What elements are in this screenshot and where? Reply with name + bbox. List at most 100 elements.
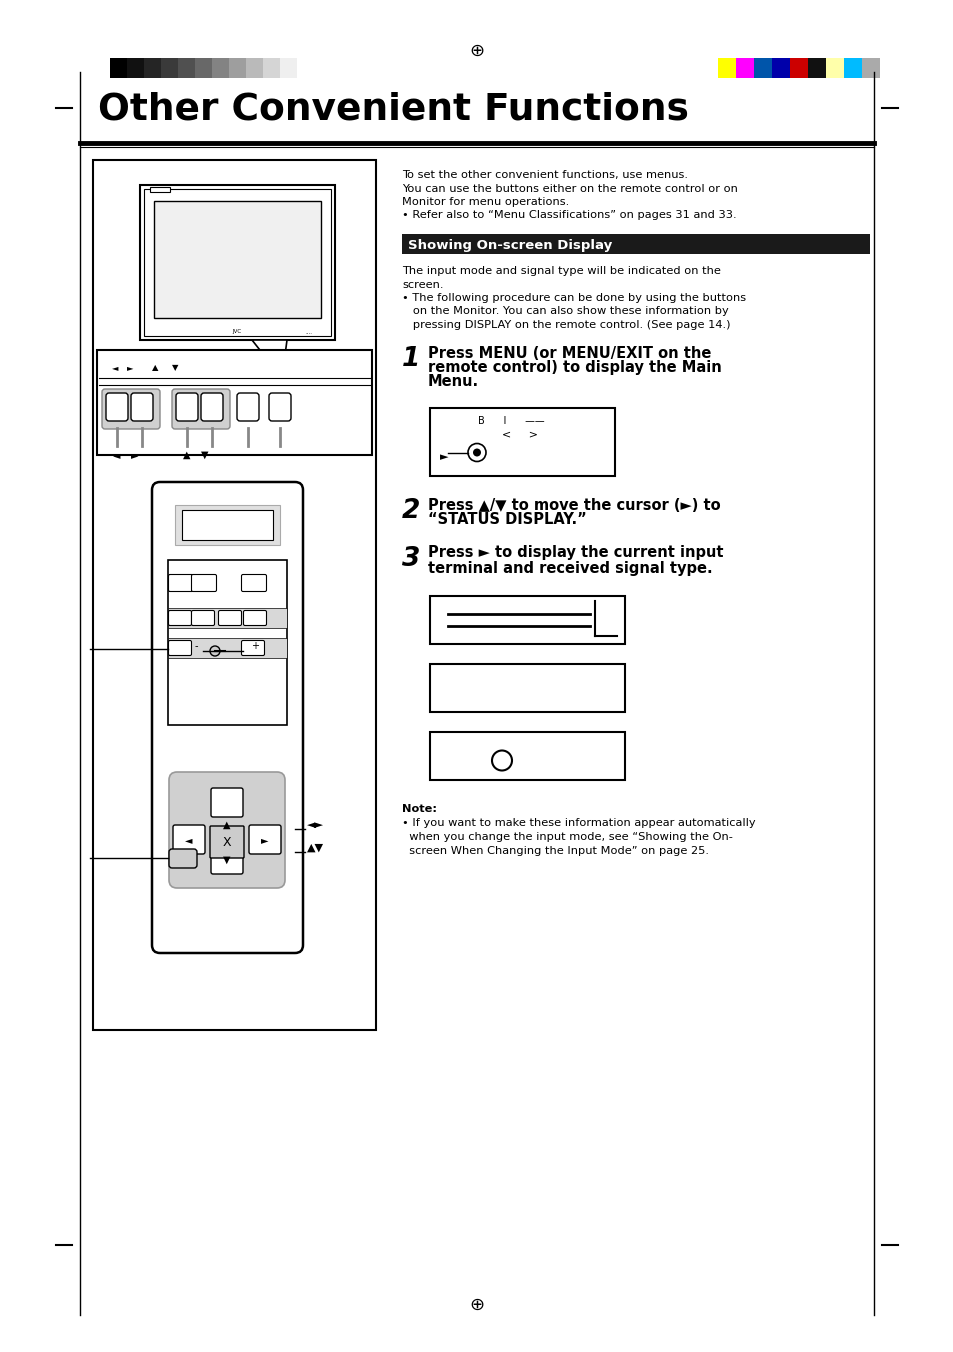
- Bar: [229, 58, 246, 78]
- FancyBboxPatch shape: [210, 826, 244, 859]
- Text: ◄: ◄: [185, 836, 193, 845]
- FancyBboxPatch shape: [106, 393, 128, 420]
- FancyBboxPatch shape: [192, 575, 216, 592]
- Text: ▲: ▲: [152, 364, 158, 373]
- Bar: [430, 407, 615, 476]
- FancyBboxPatch shape: [169, 641, 192, 656]
- FancyBboxPatch shape: [169, 575, 193, 592]
- Bar: [263, 58, 280, 78]
- Text: Note:: Note:: [401, 804, 436, 814]
- Text: 1: 1: [401, 346, 420, 372]
- FancyBboxPatch shape: [131, 393, 152, 420]
- Text: ▲▼: ▲▼: [307, 844, 324, 853]
- FancyBboxPatch shape: [241, 641, 264, 656]
- Text: -: -: [194, 641, 198, 652]
- FancyBboxPatch shape: [172, 389, 230, 429]
- Text: X: X: [222, 836, 231, 849]
- Text: The input mode and signal type will be indicated on the: The input mode and signal type will be i…: [401, 266, 720, 276]
- Text: ▼: ▼: [223, 854, 231, 865]
- Text: ►: ►: [439, 453, 448, 462]
- FancyBboxPatch shape: [169, 772, 285, 888]
- FancyBboxPatch shape: [241, 575, 266, 592]
- Text: ▼: ▼: [201, 450, 209, 460]
- FancyBboxPatch shape: [192, 611, 214, 626]
- Text: Press MENU (or MENU/EXIT on the: Press MENU (or MENU/EXIT on the: [428, 346, 711, 361]
- Text: ◄: ◄: [112, 364, 118, 373]
- Bar: [718, 58, 735, 78]
- Text: • Refer also to “Menu Classifications” on pages 31 and 33.: • Refer also to “Menu Classifications” o…: [401, 211, 736, 220]
- Text: ◄►: ◄►: [307, 821, 324, 830]
- Circle shape: [473, 449, 480, 457]
- Bar: [161, 58, 178, 78]
- Text: ....: ....: [305, 330, 312, 334]
- Text: +: +: [251, 641, 258, 652]
- Text: ◄: ◄: [113, 450, 121, 460]
- Bar: [825, 58, 843, 78]
- Text: pressing DISPLAY on the remote control. (See page 14.): pressing DISPLAY on the remote control. …: [401, 320, 730, 330]
- Text: <     >: < >: [501, 430, 537, 441]
- Bar: [168, 560, 287, 725]
- Polygon shape: [252, 339, 287, 379]
- Text: terminal and received signal type.: terminal and received signal type.: [428, 561, 712, 576]
- Text: ▲: ▲: [183, 450, 191, 460]
- Text: ▼: ▼: [172, 364, 178, 373]
- FancyBboxPatch shape: [169, 849, 196, 868]
- Text: • If you want to make these information appear automatically: • If you want to make these information …: [401, 818, 755, 829]
- Bar: [280, 58, 296, 78]
- Text: ⊕: ⊕: [469, 42, 484, 59]
- Text: “STATUS DISPLAY.”: “STATUS DISPLAY.”: [428, 512, 586, 527]
- FancyBboxPatch shape: [169, 611, 192, 626]
- Circle shape: [492, 750, 512, 771]
- FancyBboxPatch shape: [243, 611, 266, 626]
- FancyBboxPatch shape: [102, 389, 160, 429]
- FancyBboxPatch shape: [211, 788, 243, 817]
- Text: screen.: screen.: [401, 280, 443, 289]
- FancyBboxPatch shape: [201, 393, 223, 420]
- FancyBboxPatch shape: [236, 393, 258, 420]
- Bar: [110, 58, 127, 78]
- Bar: [153, 201, 320, 318]
- Text: Showing On-screen Display: Showing On-screen Display: [408, 238, 612, 251]
- Bar: [401, 234, 869, 254]
- Text: B      I      ——: B I ——: [477, 415, 544, 426]
- Bar: [168, 608, 287, 627]
- Bar: [212, 58, 229, 78]
- Bar: [150, 187, 170, 192]
- Bar: [430, 595, 624, 644]
- Bar: [789, 58, 807, 78]
- Text: Press ▲/▼ to move the cursor (►) to: Press ▲/▼ to move the cursor (►) to: [428, 498, 720, 512]
- FancyBboxPatch shape: [269, 393, 291, 420]
- Bar: [430, 664, 624, 711]
- Bar: [178, 58, 194, 78]
- Text: You can use the buttons either on the remote control or on: You can use the buttons either on the re…: [401, 184, 737, 193]
- Circle shape: [210, 646, 220, 656]
- Bar: [182, 510, 273, 539]
- FancyBboxPatch shape: [211, 845, 243, 873]
- Bar: [807, 58, 825, 78]
- Text: when you change the input mode, see “Showing the On-: when you change the input mode, see “Sho…: [401, 831, 732, 842]
- Bar: [174, 506, 280, 545]
- FancyBboxPatch shape: [172, 825, 205, 854]
- Text: ▲: ▲: [223, 821, 231, 830]
- FancyBboxPatch shape: [249, 825, 281, 854]
- Text: on the Monitor. You can also show these information by: on the Monitor. You can also show these …: [401, 307, 728, 316]
- Text: ►: ►: [127, 364, 133, 373]
- Text: To set the other convenient functions, use menus.: To set the other convenient functions, u…: [401, 170, 687, 180]
- Text: JVC: JVC: [232, 330, 241, 334]
- Bar: [144, 58, 161, 78]
- Bar: [843, 58, 862, 78]
- Text: • The following procedure can be done by using the buttons: • The following procedure can be done by…: [401, 293, 745, 303]
- FancyBboxPatch shape: [152, 483, 303, 953]
- Text: remote control) to display the Main: remote control) to display the Main: [428, 360, 721, 375]
- FancyBboxPatch shape: [175, 393, 198, 420]
- Bar: [753, 58, 771, 78]
- Bar: [97, 350, 372, 456]
- Text: ⊕: ⊕: [469, 1297, 484, 1314]
- Text: Other Convenient Functions: Other Convenient Functions: [98, 92, 688, 128]
- Text: 2: 2: [401, 498, 420, 523]
- Bar: [144, 189, 331, 337]
- Text: ►: ►: [132, 450, 138, 460]
- Bar: [771, 58, 789, 78]
- Circle shape: [468, 443, 485, 461]
- Bar: [168, 638, 287, 658]
